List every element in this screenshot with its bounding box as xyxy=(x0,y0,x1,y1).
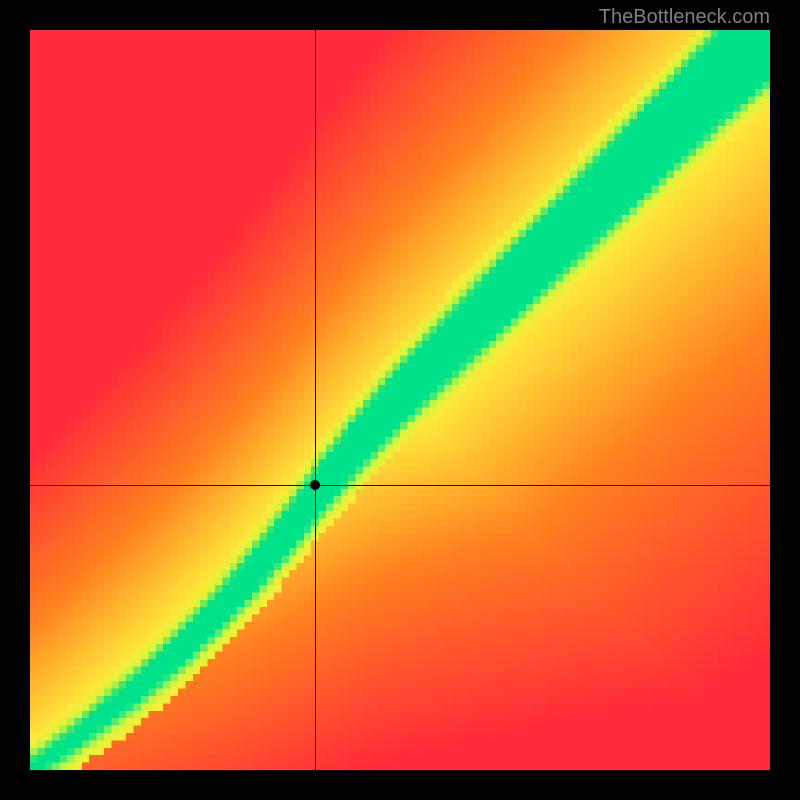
crosshair-horizontal xyxy=(30,485,770,486)
heatmap-plot xyxy=(30,30,770,770)
bottleneck-point xyxy=(310,480,320,490)
watermark-text: TheBottleneck.com xyxy=(599,6,770,29)
crosshair-vertical xyxy=(315,30,316,770)
heatmap-canvas xyxy=(30,30,770,770)
